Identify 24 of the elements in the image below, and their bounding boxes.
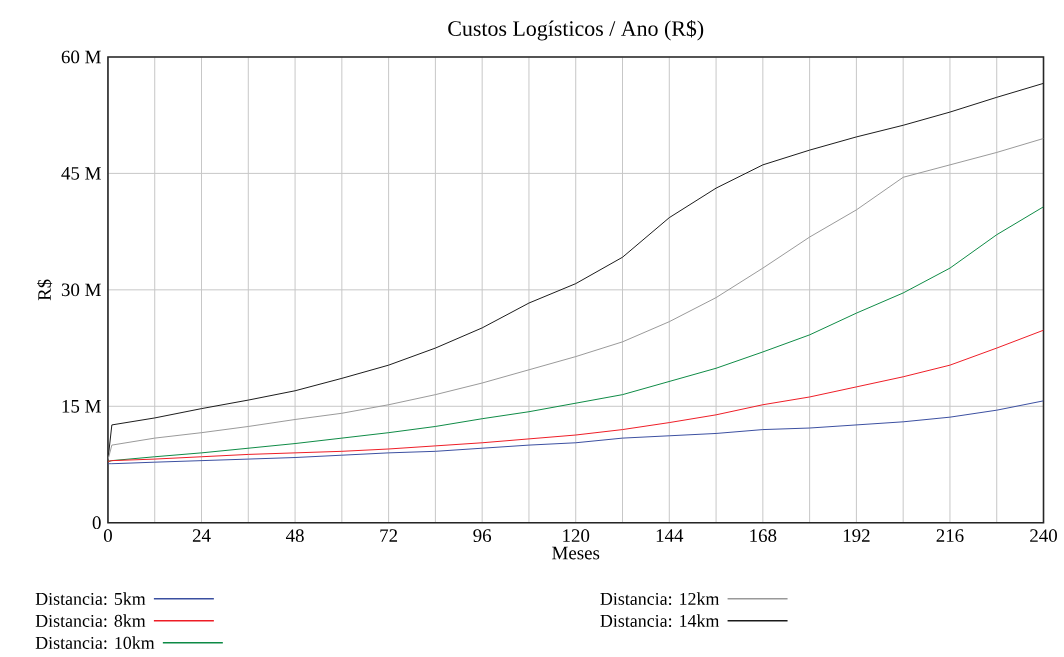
x-tick-label: 168: [750, 529, 777, 543]
x-tick-label: 120: [563, 529, 590, 543]
y-tick-label: 15 M: [62, 400, 101, 413]
y-tick-label: 60 M: [61, 50, 101, 64]
x-tick-label: 216: [936, 529, 964, 543]
legend-label: Distancia: 14km: [600, 614, 720, 628]
x-tick-label: 192: [843, 529, 870, 543]
legend-label: Distancia: 5km: [35, 592, 146, 606]
x-tick-label: 24: [192, 529, 211, 542]
legend-label: Distancia: 10km: [35, 636, 155, 650]
x-axis-title: Meses: [552, 546, 600, 560]
legend-label: Distancia: 12km: [600, 592, 720, 606]
legend-label: Distancia: 8km: [35, 614, 146, 628]
chart-title: Custos Logísticos / Ano (R$): [448, 20, 704, 41]
x-tick-label: 144: [656, 529, 684, 542]
x-tick-label: 240: [1030, 529, 1057, 543]
y-axis-title: R$: [37, 279, 53, 301]
x-tick-label: 0: [103, 529, 112, 543]
y-tick-label: 30 M: [61, 283, 101, 297]
y-tick-label: 0: [92, 516, 101, 530]
y-tick-label: 45 M: [61, 167, 101, 180]
x-tick-label: 48: [285, 529, 304, 543]
x-tick-label: 72: [380, 529, 398, 542]
x-tick-label: 96: [473, 529, 492, 543]
